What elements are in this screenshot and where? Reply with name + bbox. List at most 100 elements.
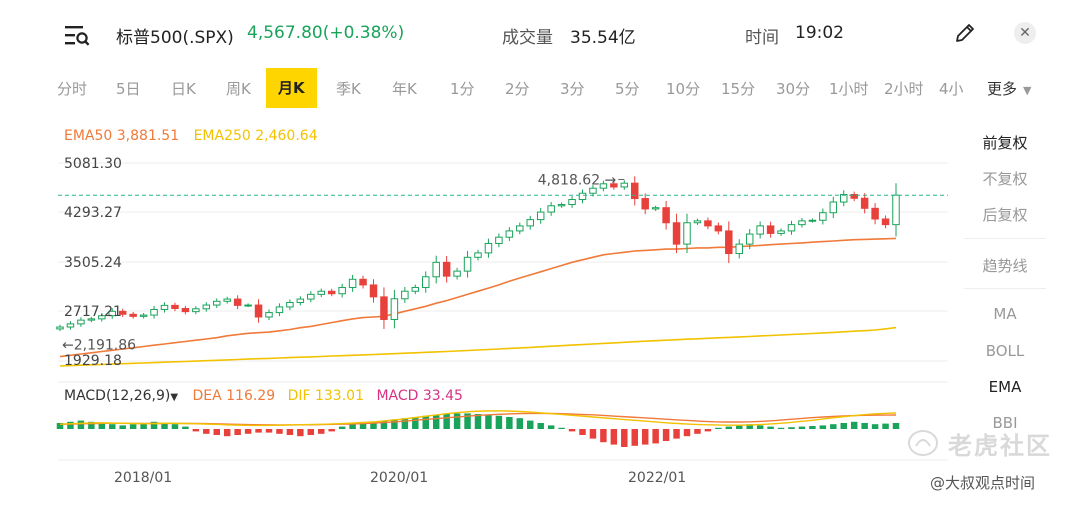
side-item-ema[interactable]: EMA [988,378,1022,396]
macd-bar [192,429,200,432]
tab-2min[interactable]: 2分 [505,80,530,98]
candle-body [641,198,649,210]
candle-body [557,204,566,207]
candle-body [463,256,472,272]
close-button[interactable]: ✕ [1014,22,1036,44]
side-item-no-adjust[interactable]: 不复权 [982,170,1028,188]
macd-bar [307,429,315,435]
macd-bar [370,421,377,429]
macd-bar [568,429,576,432]
tab-monthly[interactable]: 月K [266,68,317,108]
candle-body [787,224,796,232]
candle-body [98,315,106,320]
tab-5day[interactable]: 5日 [116,80,141,98]
candle-body [589,187,597,194]
macd-bar [453,413,461,429]
tab-5min[interactable]: 5分 [615,80,640,98]
macd-bar [558,427,565,429]
macd-bar [547,425,555,429]
ema250-line [59,326,897,367]
macd-bar [673,429,680,439]
dif-label: DIF 133.01 [287,388,364,404]
macd-bar [77,420,85,429]
candle-body [202,304,211,310]
macd-bar [788,427,795,429]
tab-weekly[interactable]: 周K [226,80,251,98]
tab-daily[interactable]: 日K [171,80,196,98]
divider [964,288,1046,289]
tab-quarterly[interactable]: 季K [336,80,361,98]
candle-body [317,290,325,295]
menu-search-icon[interactable] [64,24,90,46]
divider [964,238,1046,239]
macd-bar [683,429,691,437]
candle-body [129,313,137,317]
candle-body [181,307,190,313]
macd-bar [756,425,764,429]
tab-2hour[interactable]: 2小时 [884,80,924,98]
ticker-price: 4,567.80(+0.38%) [247,23,405,43]
side-item-forward-adjust[interactable]: 前复权 [982,134,1028,152]
candle-body [139,314,148,317]
pencil-icon[interactable] [954,22,976,44]
time-label: 时间 [745,28,779,48]
macd-bar [704,429,712,432]
tab-yearly[interactable]: 年K [392,80,417,98]
macd-legend[interactable]: MACD(12,26,9)▼ DEA 116.29 DIF 133.01 MAC… [64,388,463,404]
candle-body [213,300,221,306]
macd-bar [349,424,356,429]
ticker-title: 标普500(.SPX) [116,28,234,48]
candle-body [766,225,775,234]
candle-body [422,276,430,288]
candle-body [808,219,817,222]
tab-1min[interactable]: 1分 [450,80,475,98]
annotations: 4,818.62 → ←2,191.86 [62,173,625,353]
macd-bar [725,426,733,429]
candle-body [160,304,169,310]
candle-body [672,222,681,245]
candle-body [359,278,367,286]
side-item-trendline[interactable]: 趋势线 [982,257,1028,275]
ema250-label: EMA250 2,460.64 [193,128,318,144]
macd-bar [432,414,440,429]
tab-intraday[interactable]: 分时 [57,80,88,98]
tab-30min[interactable]: 30分 [776,80,811,98]
tab-1hour[interactable]: 1小时 [829,80,869,98]
candle-body [275,306,284,314]
side-item-boll[interactable]: BOLL [985,342,1025,360]
macd-bar [56,423,64,429]
tab-3min[interactable]: 3分 [560,80,585,98]
macd-bar [265,429,273,433]
macd-bar [276,429,283,434]
tab-10min[interactable]: 10分 [666,80,701,98]
macd-bar [338,426,346,429]
candle-body [233,298,242,306]
low-label: ←2,191.86 [62,337,136,353]
tab-15min[interactable]: 15分 [721,80,756,98]
macd-bar [422,415,429,429]
side-item-bbi[interactable]: BBI [992,414,1018,432]
chevron-down-icon: ▼ [1023,84,1032,97]
side-item-backward-adjust[interactable]: 后复权 [982,206,1028,224]
macd-bar [88,421,95,429]
macd-bar [182,426,189,429]
y-tick: 1929.18 [64,353,122,369]
volume-value: 35.54亿 [570,28,636,48]
macd-bar [140,423,147,429]
tab-4hour[interactable]: 4小 [939,80,964,98]
candle-body [432,261,440,278]
candle-body [599,183,608,189]
candle-body [87,318,96,321]
candle-body [725,230,733,255]
candle-body [474,252,482,258]
candlestick-chart[interactable]: 4,818.62 → ←2,191.86 [0,0,964,506]
y-tick: 5081.30 [64,156,122,172]
side-item-ma[interactable]: MA [993,305,1017,323]
macd-bar [464,413,471,429]
macd-bar [255,429,262,433]
macd-bar [171,424,179,429]
macd-bar [443,413,450,429]
more-button[interactable]: 更多 ▼ [987,78,1031,99]
candle-body [631,182,639,200]
candle-body [307,293,315,300]
